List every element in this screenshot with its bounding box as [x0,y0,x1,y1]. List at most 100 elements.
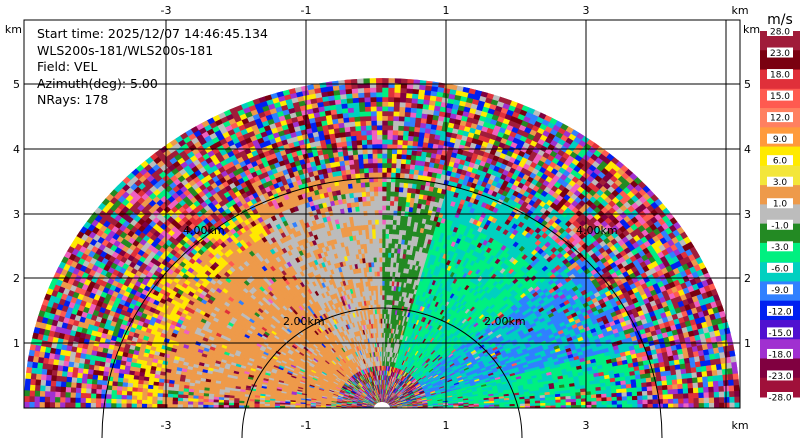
velocity-gate [723,385,730,392]
velocity-gate [540,402,546,406]
velocity-gate [723,390,730,398]
velocity-gate [718,390,725,398]
velocity-gate [611,392,618,398]
velocity-gate [682,392,690,399]
velocity-gate [734,396,740,403]
velocity-gate [667,398,674,404]
velocity-gate [611,403,618,409]
velocity-gate [565,401,572,406]
velocity-gate [632,403,639,409]
velocity-gate [616,403,623,409]
velocity-gate [672,383,679,390]
velocity-gate [671,378,678,385]
velocity-gate [596,404,603,409]
velocity-gate [734,401,740,409]
velocity-gate [728,390,736,398]
velocity-gate [642,398,649,405]
velocity-gate [575,401,582,406]
velocity-gate [601,396,608,402]
velocity-gate [611,399,618,405]
velocity-gate [555,401,562,406]
velocity-gate [683,402,690,409]
velocity-gate [728,378,735,386]
velocity-gate [621,387,628,393]
velocity-gate [616,392,623,397]
velocity-gate [591,397,598,402]
velocity-gate [631,395,638,401]
velocity-gate [713,396,720,403]
velocity-gate [696,376,704,383]
velocity-gate [652,398,659,404]
velocity-gate [637,403,644,409]
velocity-gate [688,397,695,404]
velocity-gate [673,402,679,409]
velocity-gate [631,391,638,397]
velocity-gate [724,396,731,403]
velocity-gate [661,384,669,391]
velocity-gate [667,388,674,395]
velocity-gate [698,391,705,399]
velocity-gate [707,380,714,388]
velocity-gate [647,398,654,405]
velocity-gate [697,381,704,388]
velocity-gate [731,366,739,374]
velocity-gate [662,393,669,400]
velocity-gate [626,391,633,397]
velocity-gate [652,394,659,400]
velocity-gate [729,396,736,403]
velocity-gate [661,379,668,386]
velocity-gate [591,400,598,405]
velocity-gate [672,388,679,395]
velocity-gate [672,398,679,404]
velocity-gate [606,403,613,409]
velocity-gate [719,402,726,409]
velocity-gate [688,392,695,399]
velocity-gate [708,386,715,393]
velocity-gate [707,375,714,382]
velocity-gate [621,403,628,409]
velocity-gate [660,375,668,381]
velocity-gate [667,393,674,400]
velocity-gate [693,397,700,404]
velocity-gate [586,404,593,409]
velocity-gate [708,396,715,404]
velocity-gate [727,373,734,381]
velocity-gate [678,402,685,409]
velocity-gate [666,383,674,390]
velocity-gate [729,401,736,409]
velocity-gate [646,381,653,387]
velocity-gate [657,403,664,409]
velocity-gate [636,390,643,396]
velocity-gate [616,395,623,401]
velocity-gate [703,386,710,393]
velocity-gate [616,399,623,405]
velocity-gate [596,400,603,405]
velocity-gate [708,391,715,398]
velocity-gate [662,398,669,404]
velocity-gate [713,391,720,398]
velocity-gate [637,394,644,401]
velocity-gate [677,383,684,390]
velocity-gate [718,385,725,392]
velocity-gate [601,403,608,409]
velocity-gate [668,402,674,409]
velocity-gate [601,400,608,405]
velocity-gate [692,381,699,389]
velocity-gate [698,402,705,409]
velocity-gate [686,377,694,384]
velocity-gate [606,396,613,402]
velocity-gate [729,349,736,357]
velocity-gate [575,397,582,403]
velocity-gate [682,382,689,389]
velocity-gate [717,374,724,381]
velocity-gate [636,386,643,392]
velocity-gate [647,394,654,400]
velocity-gate [683,397,690,404]
velocity-gate [717,379,725,387]
velocity-gate [703,397,710,404]
velocity-gate [601,393,608,398]
velocity-gate [641,390,648,396]
velocity-gate [703,402,710,409]
